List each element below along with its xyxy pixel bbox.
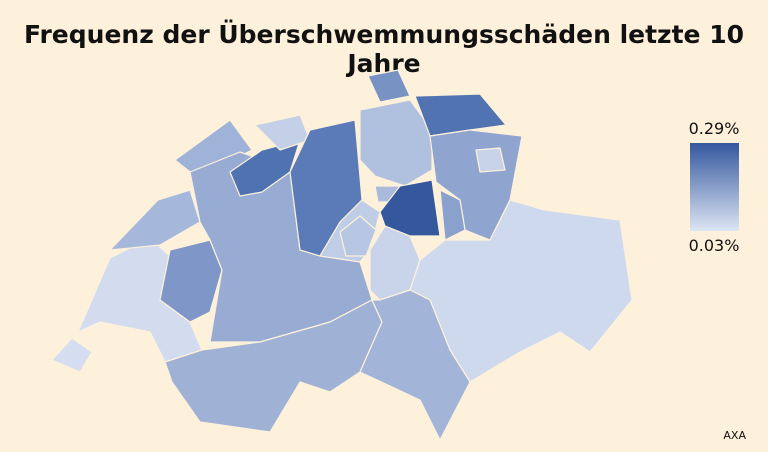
region-thurgau — [414, 93, 507, 137]
region-glarus — [439, 189, 466, 241]
map-title: Frequenz der Überschwemmungsschäden letz… — [24, 20, 744, 78]
region-schaffhausen — [367, 69, 411, 103]
region-basel — [254, 114, 311, 151]
region-ticino — [359, 289, 471, 441]
region-zurich — [359, 99, 433, 187]
region-geneva — [51, 337, 93, 373]
legend-max-label: 0.29% — [688, 119, 740, 138]
region-neuchatel — [109, 189, 201, 251]
legend-color-scale — [690, 143, 739, 231]
region-obwalden-nidwalden — [339, 215, 377, 257]
legend-min-label: 0.03% — [688, 236, 740, 255]
source-label: AXA — [723, 429, 746, 442]
region-appenzell — [475, 147, 506, 173]
